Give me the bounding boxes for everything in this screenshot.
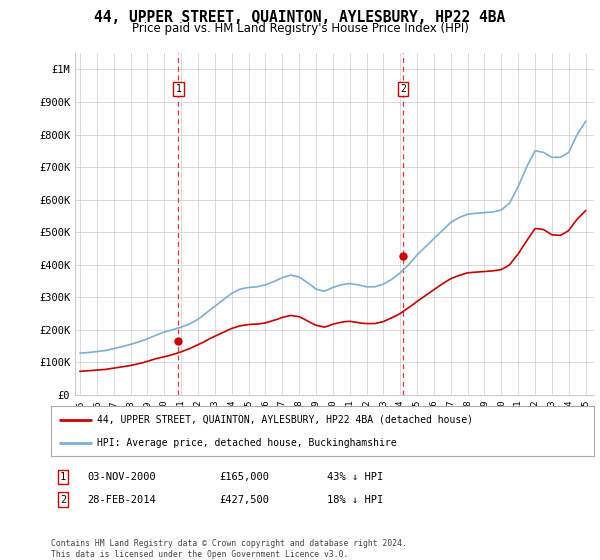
Text: 1: 1 <box>60 472 66 482</box>
Text: 2: 2 <box>60 494 66 505</box>
Text: 18% ↓ HPI: 18% ↓ HPI <box>327 494 383 505</box>
Text: 28-FEB-2014: 28-FEB-2014 <box>87 494 156 505</box>
Text: 1: 1 <box>176 84 181 94</box>
Text: 2: 2 <box>400 84 406 94</box>
Text: £427,500: £427,500 <box>219 494 269 505</box>
Text: 03-NOV-2000: 03-NOV-2000 <box>87 472 156 482</box>
Text: 44, UPPER STREET, QUAINTON, AYLESBURY, HP22 4BA: 44, UPPER STREET, QUAINTON, AYLESBURY, H… <box>94 10 506 25</box>
Text: HPI: Average price, detached house, Buckinghamshire: HPI: Average price, detached house, Buck… <box>97 438 397 448</box>
Text: £165,000: £165,000 <box>219 472 269 482</box>
Text: Contains HM Land Registry data © Crown copyright and database right 2024.
This d: Contains HM Land Registry data © Crown c… <box>51 539 407 559</box>
Text: 43% ↓ HPI: 43% ↓ HPI <box>327 472 383 482</box>
Text: Price paid vs. HM Land Registry's House Price Index (HPI): Price paid vs. HM Land Registry's House … <box>131 22 469 35</box>
Text: 44, UPPER STREET, QUAINTON, AYLESBURY, HP22 4BA (detached house): 44, UPPER STREET, QUAINTON, AYLESBURY, H… <box>97 414 473 424</box>
